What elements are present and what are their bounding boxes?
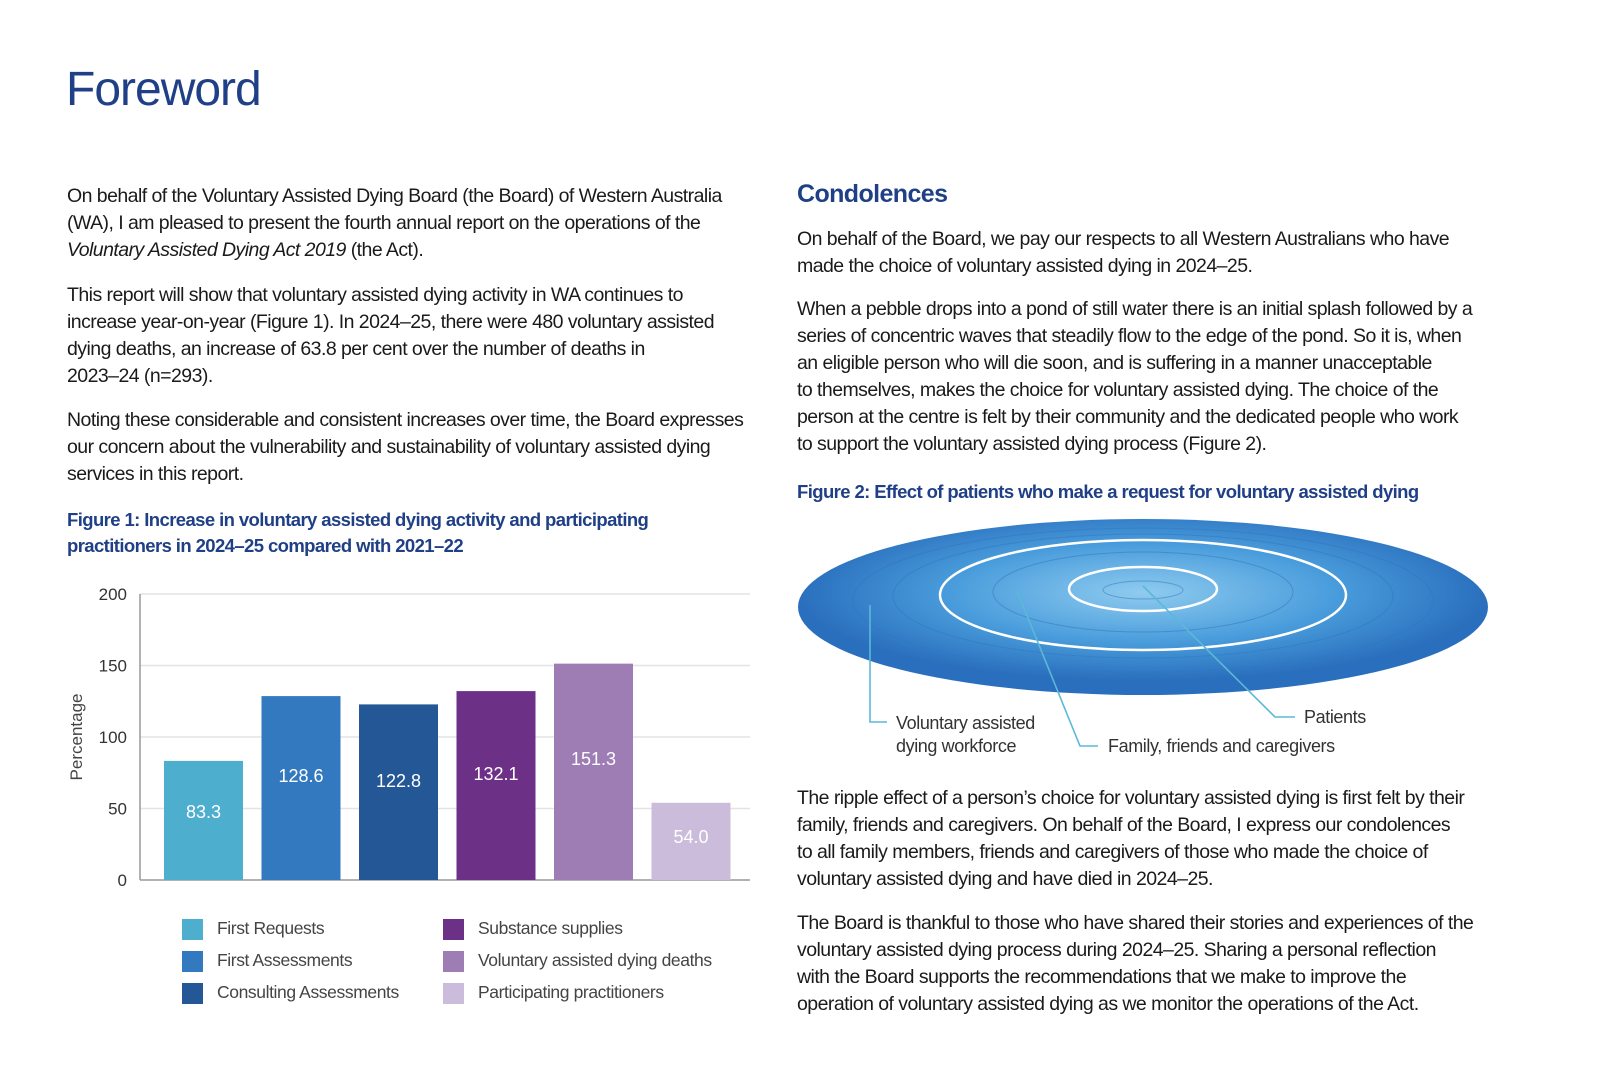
paragraph-line: The Board is thankful to those who have …	[797, 912, 1474, 934]
data-label: 54.0	[673, 827, 708, 847]
paragraph-line: person at the centre is felt by their co…	[797, 406, 1459, 428]
paragraph-line: On behalf of the Voluntary Assisted Dyin…	[67, 185, 722, 207]
paragraph-line: increase year-on-year (Figure 1). In 202…	[67, 311, 715, 333]
paragraph-line: to support the voluntary assisted dying …	[797, 433, 1267, 455]
figure-1-bar-chart: 0 50 100 150 200 Percentage 83.3 128.6 122.8 132.…	[67, 585, 750, 890]
paragraph-line: voluntary assisted dying and have died i…	[797, 868, 1213, 890]
figure-2-title: Figure 2: Effect of patients who make a …	[797, 481, 1419, 502]
paragraph-line: family, friends and caregivers. On behal…	[797, 814, 1451, 836]
figure-1-title: practitioners in 2024–25 compared with 2…	[67, 535, 464, 556]
y-tick-label: 100	[99, 728, 127, 747]
legend-swatch	[182, 919, 203, 940]
y-tick-label: 0	[118, 871, 127, 890]
paragraph-line: dying deaths, an increase of 63.8 per ce…	[67, 338, 645, 360]
data-label: 132.1	[473, 764, 518, 784]
paragraph-line: made the choice of voluntary assisted dy…	[797, 255, 1253, 277]
legend-label: First Requests	[217, 918, 325, 938]
bar-consulting-assessments	[359, 704, 438, 880]
legend-swatch	[443, 951, 464, 972]
paragraph-line: (WA), I am pleased to present the fourth…	[67, 212, 701, 234]
figure-2-ripple-diagram	[798, 519, 1488, 747]
family-leader-line	[1016, 590, 1098, 747]
ripple-ring	[1102, 580, 1184, 600]
paragraph-line: to all family members, friends and careg…	[797, 841, 1428, 863]
paragraph-line: When a pebble drops into a pond of still…	[797, 298, 1473, 320]
paragraph-line: The ripple effect of a person’s choice f…	[797, 787, 1465, 809]
legend-label: Consulting Assessments	[217, 982, 399, 1002]
paragraph-line: Noting these considerable and consistent…	[67, 409, 744, 431]
bar-substance-supplies	[456, 691, 536, 880]
paragraph-line: On behalf of the Board, we pay our respe…	[797, 228, 1450, 250]
patients-leader-line	[1142, 585, 1295, 718]
y-tick-label: 50	[108, 800, 127, 819]
label-patients: Patients	[1304, 707, 1366, 727]
paragraph-line: operation of voluntary assisted dying as…	[797, 993, 1419, 1015]
data-label: 122.8	[376, 771, 421, 791]
workforce-leader-line	[869, 605, 887, 723]
bar-participating-practitioners	[651, 802, 731, 880]
ripple-ring	[892, 533, 1394, 659]
legend-swatch	[182, 951, 203, 972]
patient-ring	[1067, 565, 1219, 613]
pond-ellipse	[798, 519, 1488, 695]
paragraph-line: with the Board supports the recommendati…	[797, 966, 1407, 988]
data-label: 151.3	[571, 749, 616, 769]
ripple-ring	[852, 527, 1434, 673]
ripple-ring	[992, 551, 1294, 633]
paragraph-text: (the Act).	[345, 239, 424, 261]
paragraph-line: services in this report.	[67, 463, 244, 485]
label-workforce: Voluntary assisted	[896, 713, 1035, 733]
paragraph-line: 2023–24 (n=293).	[67, 365, 213, 387]
data-label: 128.6	[278, 766, 323, 786]
y-axis-label: Percentage	[67, 694, 86, 781]
y-tick-label: 150	[99, 657, 127, 676]
y-tick-label: 200	[99, 585, 127, 604]
paragraph-line: an eligible person who will die soon, an…	[797, 352, 1432, 374]
legend-label: Participating practitioners	[478, 982, 664, 1002]
legend-swatch	[182, 983, 203, 1004]
legend-swatch	[443, 983, 464, 1004]
label-family: Family, friends and caregivers	[1108, 736, 1335, 756]
legend-swatch	[443, 919, 464, 940]
paragraph-line: our concern about the vulnerability and …	[67, 436, 711, 458]
figure-1-title: Figure 1: Increase in voluntary assisted…	[67, 509, 649, 530]
bar-first-requests	[164, 760, 243, 880]
act-title: Voluntary Assisted Dying Act 2019	[67, 239, 346, 261]
family-ring	[938, 538, 1348, 652]
paragraph-line: This report will show that voluntary ass…	[67, 284, 683, 306]
bar-voluntary-assisted-dying-deaths	[554, 663, 633, 880]
bar-first-assessments	[261, 696, 341, 880]
page-title: Foreword	[66, 63, 262, 116]
legend-label: First Assessments	[217, 950, 353, 970]
legend-label: Substance supplies	[478, 918, 623, 938]
legend-label: Voluntary assisted dying deaths	[478, 950, 712, 970]
paragraph-line: Voluntary Assisted Dying Act 2019 (the A…	[67, 239, 424, 262]
paragraph-line: voluntary assisted dying process during …	[797, 939, 1436, 961]
label-workforce: dying workforce	[896, 736, 1017, 756]
paragraph-line: series of concentric waves that steadily…	[797, 325, 1462, 347]
paragraph-line: to themselves, makes the choice for volu…	[797, 379, 1439, 401]
data-label: 83.3	[186, 802, 221, 822]
section-heading: Condolences	[797, 180, 948, 208]
